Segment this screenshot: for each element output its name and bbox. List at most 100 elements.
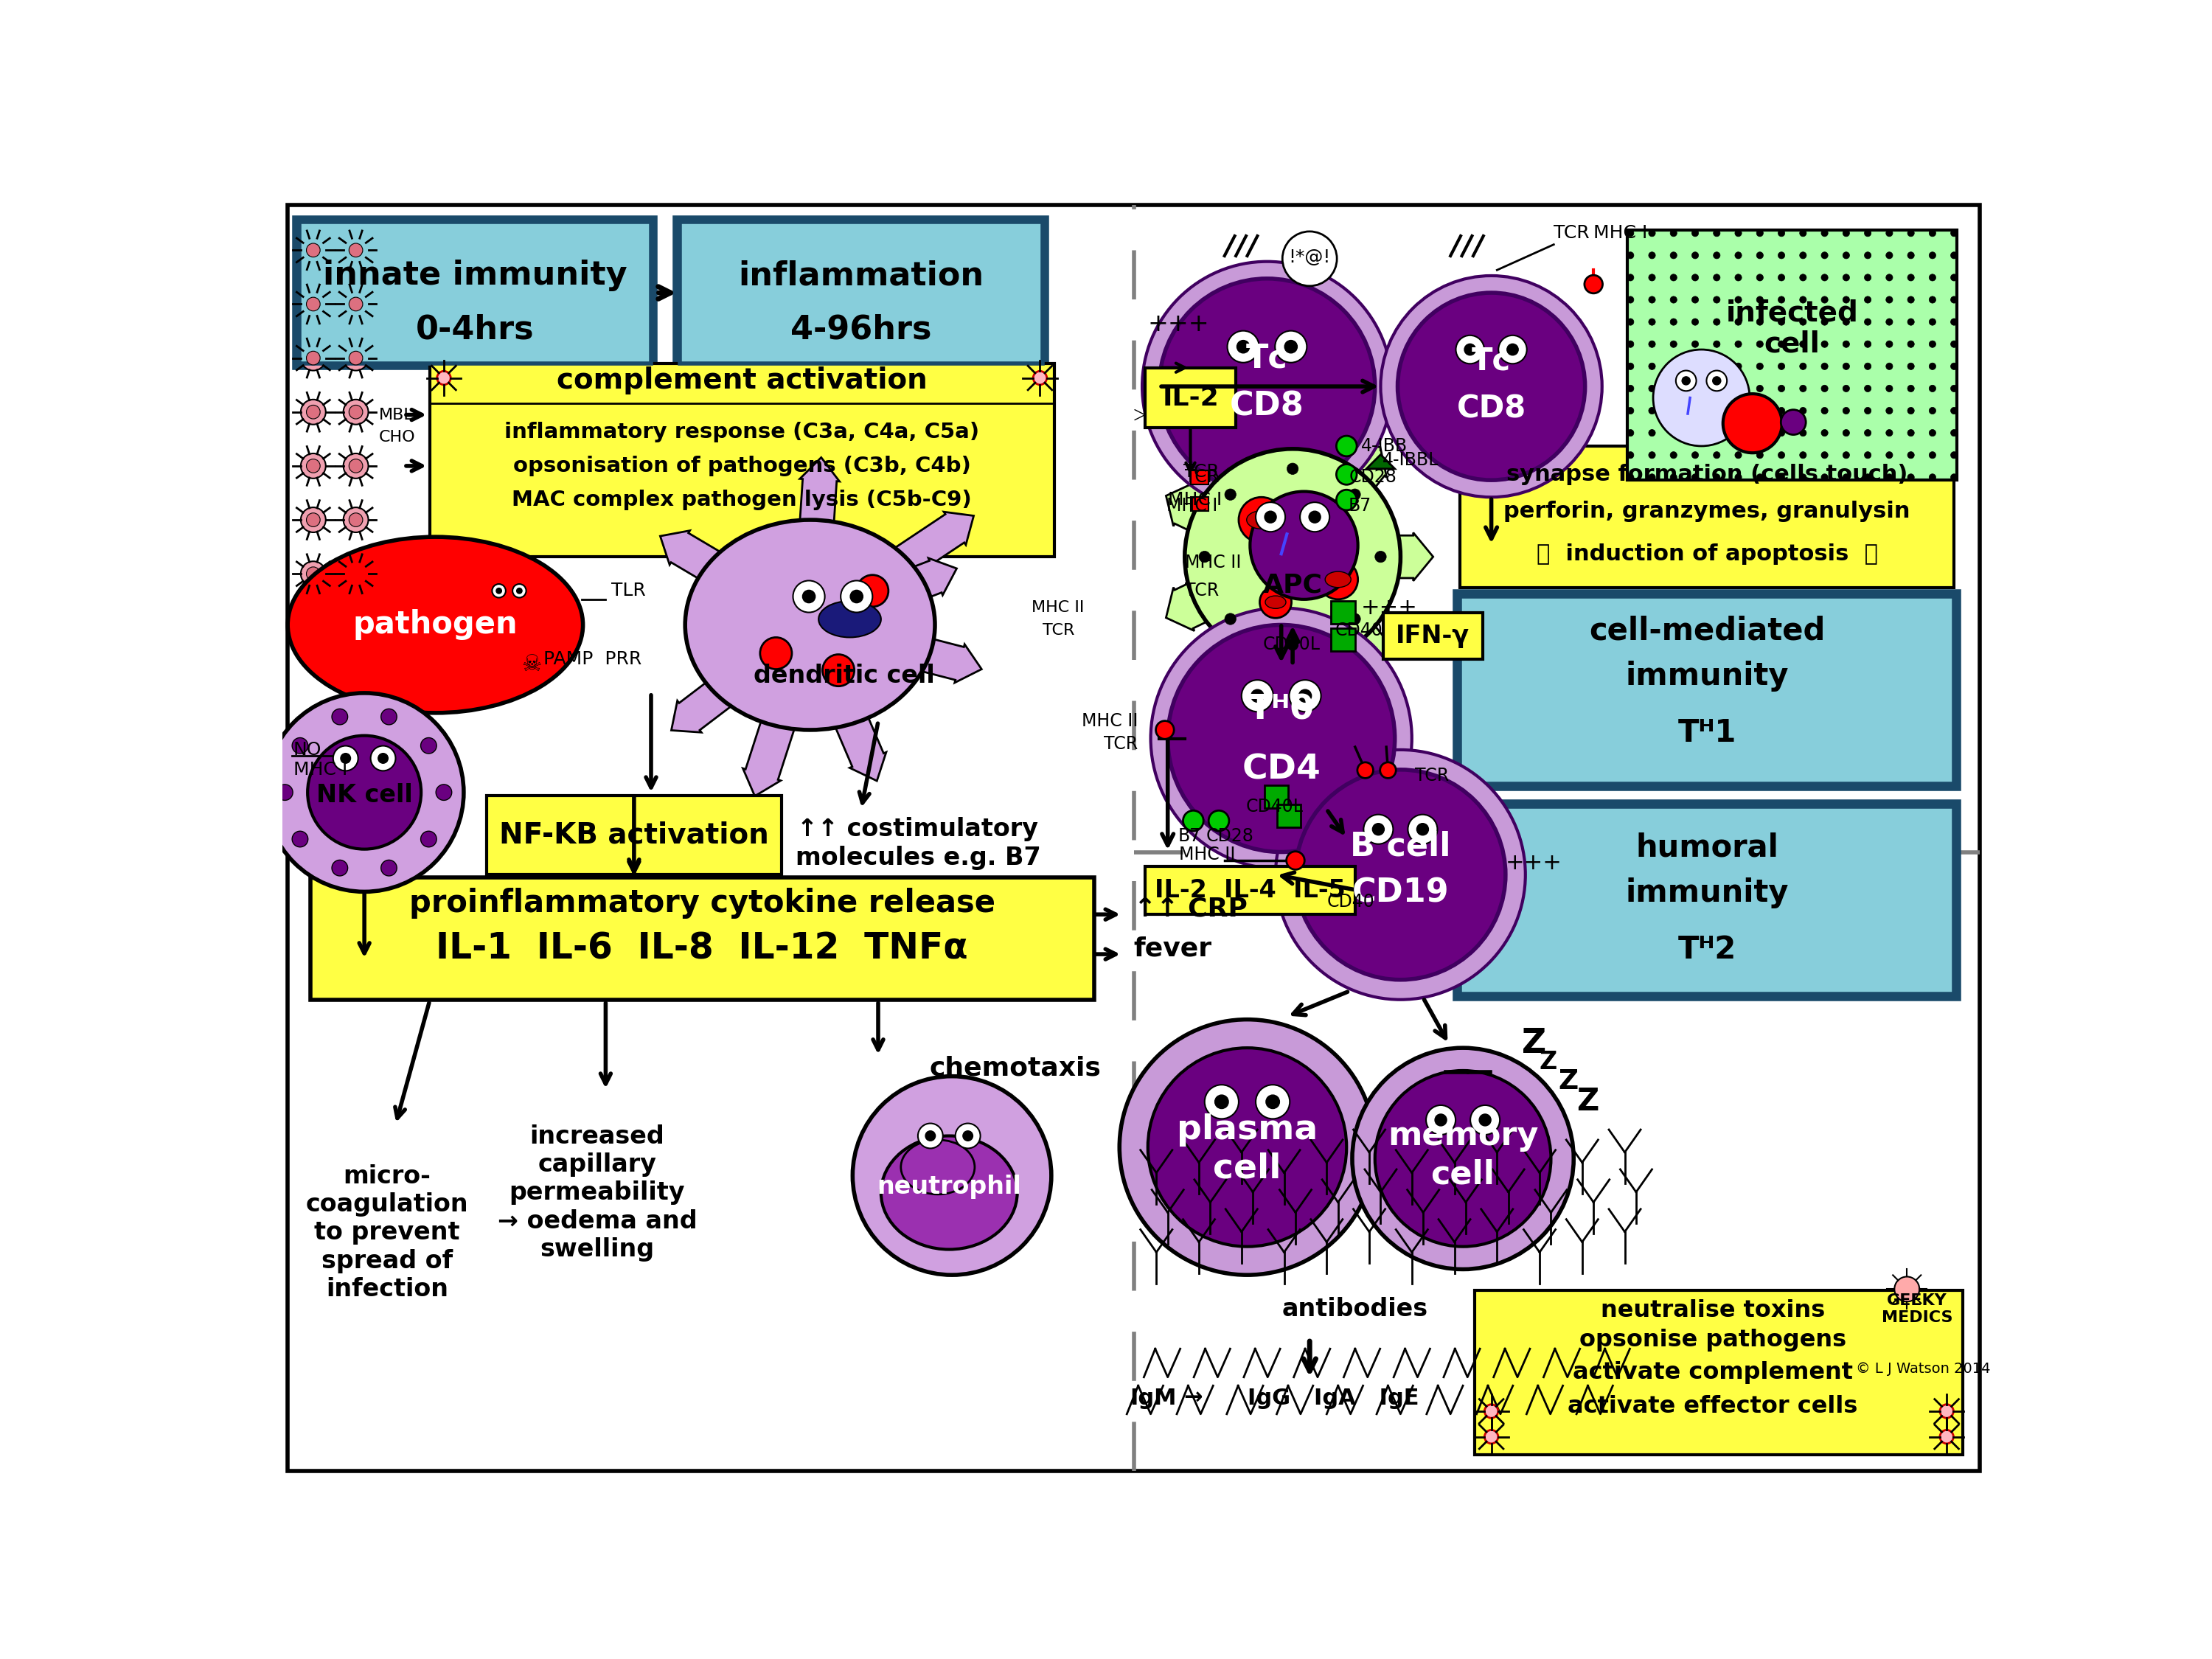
Circle shape [1628, 408, 1635, 415]
Circle shape [1734, 474, 1741, 481]
Circle shape [265, 693, 465, 893]
Circle shape [1648, 229, 1655, 237]
FancyArrow shape [805, 609, 982, 684]
Circle shape [1843, 229, 1849, 237]
Circle shape [1929, 363, 1935, 370]
Circle shape [301, 400, 325, 425]
Circle shape [334, 747, 358, 771]
Bar [1473, 1291, 1962, 1455]
Text: fever: fever [1133, 936, 1212, 961]
Circle shape [1714, 252, 1721, 259]
Circle shape [1484, 1430, 1498, 1443]
Circle shape [1480, 1115, 1491, 1126]
Circle shape [1820, 474, 1827, 481]
Circle shape [1692, 474, 1699, 481]
Circle shape [1887, 385, 1893, 392]
Circle shape [1820, 430, 1827, 436]
Circle shape [1951, 340, 1958, 347]
Circle shape [1865, 274, 1871, 280]
Circle shape [1427, 1105, 1455, 1135]
Text: CHO: CHO [378, 430, 416, 445]
Circle shape [1670, 252, 1677, 259]
Circle shape [1259, 586, 1292, 619]
Circle shape [1714, 474, 1721, 481]
Text: pathogen: pathogen [354, 609, 518, 640]
Text: MAC complex pathogen lysis (C5b-C9): MAC complex pathogen lysis (C5b-C9) [511, 489, 971, 511]
Circle shape [1276, 750, 1526, 1000]
Bar [1146, 368, 1237, 428]
FancyArrow shape [801, 513, 973, 639]
Circle shape [1705, 370, 1728, 392]
Circle shape [307, 513, 321, 526]
Circle shape [1692, 430, 1699, 436]
Circle shape [1714, 451, 1721, 458]
Text: TCR: TCR [1183, 463, 1219, 481]
FancyArrow shape [1166, 538, 1303, 630]
Circle shape [1648, 430, 1655, 436]
Circle shape [1648, 274, 1655, 280]
Circle shape [1820, 451, 1827, 458]
Text: →: → [1183, 1387, 1203, 1408]
Text: cell: cell [1765, 330, 1820, 358]
Ellipse shape [900, 1140, 975, 1194]
Text: innate immunity: innate immunity [323, 260, 628, 292]
Text: B cell: B cell [1349, 831, 1451, 863]
Circle shape [841, 581, 872, 612]
Circle shape [438, 372, 451, 385]
Circle shape [1929, 474, 1935, 481]
Circle shape [436, 785, 451, 800]
Bar [1460, 597, 1953, 783]
Circle shape [1929, 451, 1935, 458]
Circle shape [1801, 274, 1807, 280]
Text: opsonisation of pathogens (C3b, C4b): opsonisation of pathogens (C3b, C4b) [513, 456, 971, 476]
Text: proinflammatory cytokine release: proinflammatory cytokine release [409, 888, 995, 919]
Circle shape [1628, 252, 1635, 259]
Text: Z: Z [1540, 1050, 1557, 1075]
Circle shape [1648, 319, 1655, 325]
Text: Tᴴ2: Tᴴ2 [1679, 934, 1736, 966]
Circle shape [1498, 335, 1526, 363]
Circle shape [1723, 393, 1783, 453]
Circle shape [1951, 297, 1958, 304]
Circle shape [1778, 474, 1785, 481]
Circle shape [1820, 408, 1827, 415]
Circle shape [856, 576, 889, 607]
Circle shape [1929, 297, 1935, 304]
Bar [294, 217, 655, 368]
Bar [1382, 612, 1482, 659]
Circle shape [1225, 489, 1237, 501]
FancyArrow shape [1166, 483, 1303, 576]
Circle shape [1820, 340, 1827, 347]
Circle shape [343, 508, 369, 533]
Circle shape [1670, 408, 1677, 415]
Circle shape [420, 831, 436, 848]
Circle shape [1714, 319, 1721, 325]
Circle shape [1801, 451, 1807, 458]
Circle shape [1778, 297, 1785, 304]
Circle shape [1628, 430, 1635, 436]
Bar [1628, 231, 1958, 479]
Circle shape [1371, 823, 1385, 834]
Circle shape [1148, 1048, 1347, 1246]
FancyArrow shape [1292, 533, 1433, 581]
Text: IFN-γ: IFN-γ [1396, 624, 1469, 649]
Text: Tᴄ: Tᴄ [1471, 345, 1511, 377]
Circle shape [1283, 232, 1336, 285]
Circle shape [1887, 297, 1893, 304]
Circle shape [1951, 363, 1958, 370]
Text: Tᴴ1: Tᴴ1 [1679, 717, 1736, 748]
Circle shape [1865, 474, 1871, 481]
Circle shape [1929, 319, 1935, 325]
Circle shape [1843, 385, 1849, 392]
Text: TCR: TCR [1186, 582, 1219, 599]
Circle shape [1256, 1085, 1290, 1118]
Circle shape [1820, 363, 1827, 370]
Circle shape [518, 587, 522, 594]
Bar [1190, 498, 1208, 511]
Circle shape [1183, 811, 1203, 831]
Circle shape [1692, 408, 1699, 415]
Text: activate effector cells: activate effector cells [1568, 1395, 1858, 1418]
Text: memory: memory [1387, 1120, 1537, 1151]
Circle shape [1692, 252, 1699, 259]
Text: MHC I: MHC I [1166, 496, 1219, 514]
